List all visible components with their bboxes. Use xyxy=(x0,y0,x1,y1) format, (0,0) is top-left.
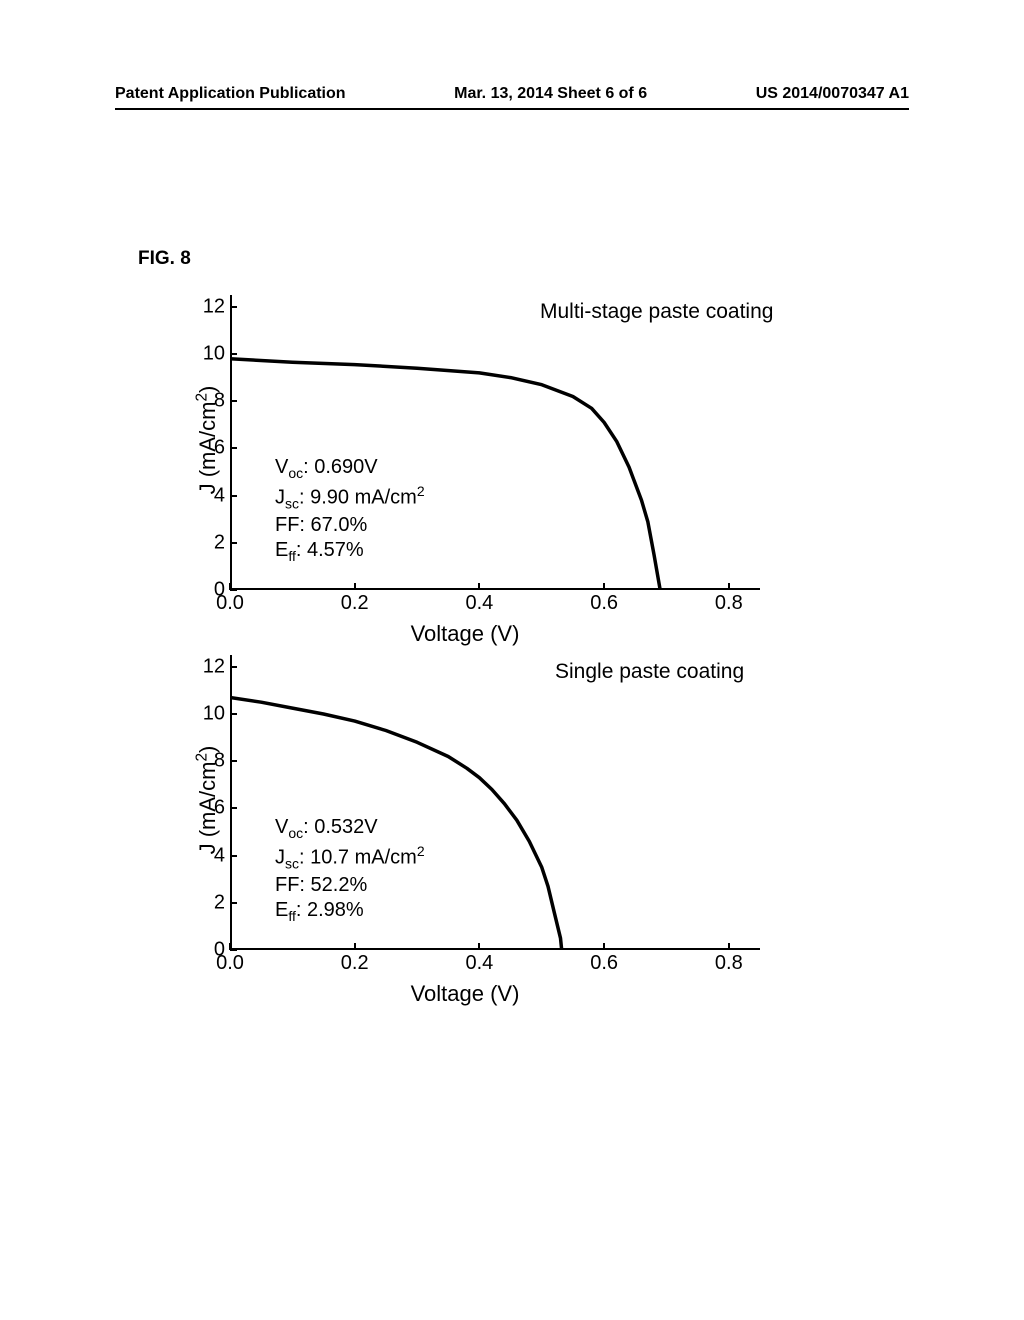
x-tick xyxy=(728,943,730,950)
x-tick-label: 0.2 xyxy=(341,592,369,615)
x-tick xyxy=(229,583,231,590)
y-tick-label: 4 xyxy=(195,844,225,867)
header-divider xyxy=(115,108,909,110)
x-tick xyxy=(478,583,480,590)
y-tick xyxy=(230,760,237,762)
y-tick xyxy=(230,542,237,544)
y-tick xyxy=(230,495,237,497)
x-tick xyxy=(229,943,231,950)
x-tick xyxy=(603,943,605,950)
y-tick xyxy=(230,855,237,857)
y-tick-label: 4 xyxy=(195,484,225,507)
x-tick-label: 0.0 xyxy=(216,952,244,975)
chart-single: J (mA/cm2) Voltage (V) Single paste coat… xyxy=(145,640,785,1010)
y-tick-label: 2 xyxy=(195,531,225,554)
x-tick-label: 0.2 xyxy=(341,952,369,975)
header-right: US 2014/0070347 A1 xyxy=(756,85,909,103)
chart-area-bottom: J (mA/cm2) Voltage (V) Single paste coat… xyxy=(145,640,785,1010)
x-tick xyxy=(728,583,730,590)
y-tick-label: 8 xyxy=(195,390,225,413)
x-tick xyxy=(354,583,356,590)
x-tick xyxy=(354,943,356,950)
y-tick xyxy=(230,306,237,308)
x-tick-label: 0.6 xyxy=(590,952,618,975)
curve-bottom xyxy=(230,655,760,950)
chart-multi-stage: J (mA/cm2) Voltage (V) Multi-stage paste… xyxy=(145,280,785,650)
header-left: Patent Application Publication xyxy=(115,85,346,103)
x-tick-label: 0.8 xyxy=(715,592,743,615)
x-tick xyxy=(478,943,480,950)
x-tick-label: 0.6 xyxy=(590,592,618,615)
y-tick xyxy=(230,902,237,904)
y-tick xyxy=(230,400,237,402)
y-tick-label: 6 xyxy=(195,797,225,820)
x-tick-label: 0.8 xyxy=(715,952,743,975)
y-tick xyxy=(230,353,237,355)
x-tick-label: 0.4 xyxy=(466,952,494,975)
y-tick-label: 8 xyxy=(195,750,225,773)
x-axis-label-bottom: Voltage (V) xyxy=(411,981,520,1007)
y-tick-label: 12 xyxy=(195,295,225,318)
y-tick xyxy=(230,589,237,591)
y-tick xyxy=(230,949,237,951)
y-tick-label: 10 xyxy=(195,703,225,726)
y-tick xyxy=(230,807,237,809)
y-tick-label: 2 xyxy=(195,891,225,914)
chart-area-top: J (mA/cm2) Voltage (V) Multi-stage paste… xyxy=(145,280,785,650)
x-tick xyxy=(603,583,605,590)
y-tick-label: 12 xyxy=(195,655,225,678)
y-tick xyxy=(230,447,237,449)
page-header: Patent Application Publication Mar. 13, … xyxy=(0,85,1024,103)
header-center: Mar. 13, 2014 Sheet 6 of 6 xyxy=(454,85,647,103)
y-tick xyxy=(230,666,237,668)
figure-label: FIG. 8 xyxy=(138,248,191,270)
x-tick-label: 0.0 xyxy=(216,592,244,615)
x-tick-label: 0.4 xyxy=(466,592,494,615)
y-tick-label: 10 xyxy=(195,343,225,366)
curve-top xyxy=(230,295,760,590)
y-tick xyxy=(230,713,237,715)
y-tick-label: 6 xyxy=(195,437,225,460)
